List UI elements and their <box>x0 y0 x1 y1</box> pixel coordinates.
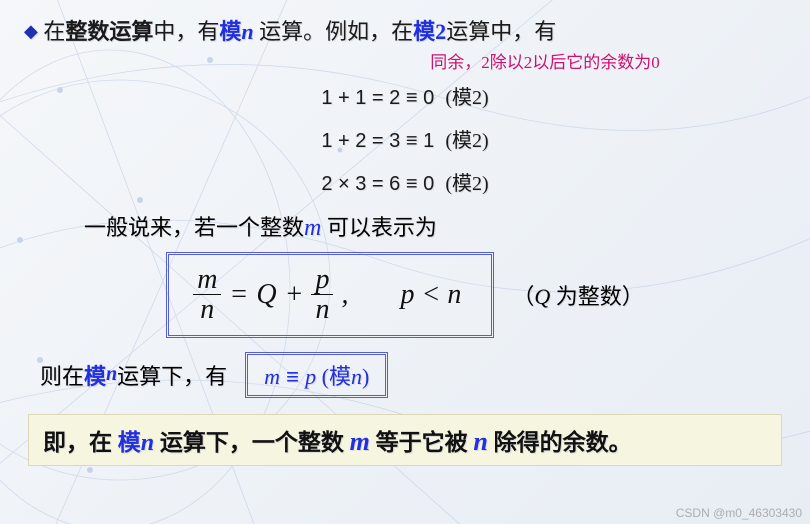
equiv-sign: ≡ <box>280 364 305 389</box>
frac-num: p <box>311 265 333 294</box>
summary-box: 即，在 模n 运算下，一个整数 m 等于它被 n 除得的余数。 <box>28 414 782 466</box>
paren-close: ) <box>362 364 369 389</box>
txt: 在 <box>43 19 65 44</box>
mod-n: 模 <box>219 19 241 44</box>
plus-sign: + <box>285 279 304 311</box>
frac-den: n <box>196 295 218 324</box>
comma: , <box>341 279 348 311</box>
eq-sign: = <box>229 279 248 311</box>
eq-mod: (模2) <box>445 87 488 109</box>
formula-box: m n = Q + p n , p < n <box>166 252 494 338</box>
mod-n-var: n <box>106 363 117 386</box>
mod-n-var: n <box>141 430 154 456</box>
mod-2: 模2 <box>413 19 446 44</box>
equation-3: 2 × 3 = 6 ≡ 0 (模2) <box>24 167 786 196</box>
txt: 运算下，一个整数 <box>154 430 350 455</box>
paren-open: （ <box>512 284 534 309</box>
condition: p < n <box>400 279 461 311</box>
mod-n: 模 <box>118 430 141 455</box>
eq-lhs: 1 + 2 = 3 ≡ 1 <box>321 130 434 152</box>
eq-lhs: 1 + 1 = 2 ≡ 0 <box>321 87 434 109</box>
txt: 运算中，有 <box>446 19 556 44</box>
bullet-icon: ◆ <box>24 21 38 41</box>
txt: 除得的余数。 <box>488 430 632 455</box>
mod-n-var: n <box>241 19 253 44</box>
then-line: 则在模n 运算下，有 m ≡ p (模n) <box>40 352 786 398</box>
var-m: m <box>264 364 280 389</box>
annotation-text: 同余，2除以2以后它的余数为0 <box>304 48 786 73</box>
mod-label: 模 <box>329 364 351 389</box>
fraction-p-n: p n <box>311 265 333 325</box>
frac-num: m <box>193 265 221 294</box>
equation-1: 1 + 1 = 2 ≡ 0 (模2) <box>24 81 786 110</box>
equation-2: 1 + 2 = 3 ≡ 1 (模2) <box>24 124 786 153</box>
txt: 等于它被 <box>370 430 474 455</box>
txt: 一般说来，若一个整数 <box>84 215 304 240</box>
var-q: Q <box>534 284 550 309</box>
txt: 可以表示为 <box>321 215 437 240</box>
var-q: Q <box>256 279 276 311</box>
eq-mod: (模2) <box>445 130 488 152</box>
frac-den: n <box>311 295 333 324</box>
formula-row: m n = Q + p n , p < n （Q 为整数） <box>24 252 786 338</box>
eq-lhs: 2 × 3 = 6 ≡ 0 <box>321 173 434 195</box>
txt: 运算。例如，在 <box>254 19 414 44</box>
var-m: m <box>350 427 370 456</box>
general-statement: 一般说来，若一个整数m 可以表示为 <box>84 210 786 242</box>
q-integer-note: （Q 为整数） <box>512 279 643 311</box>
mod-n: 模 <box>84 359 106 391</box>
watermark-text: CSDN @m0_46303430 <box>676 506 802 520</box>
var-m: m <box>304 215 321 241</box>
intro-line: ◆ 在整数运算中，有模n 运算。例如，在模2运算中，有 <box>24 14 786 46</box>
mod-n-var: n <box>351 364 362 389</box>
txt-bold: 整数运算 <box>65 19 153 44</box>
var-p: p <box>305 364 316 389</box>
txt: 为整数） <box>550 284 644 309</box>
txt: 运算下，有 <box>117 359 227 391</box>
txt: 则在 <box>40 359 84 391</box>
congruence-box: m ≡ p (模n) <box>245 352 388 398</box>
txt: 即，在 <box>43 430 118 455</box>
eq-mod: (模2) <box>445 173 488 195</box>
fraction-m-n: m n <box>193 265 221 325</box>
txt: 中，有 <box>153 19 219 44</box>
paren-open: ( <box>322 364 329 389</box>
var-n: n <box>473 427 487 456</box>
